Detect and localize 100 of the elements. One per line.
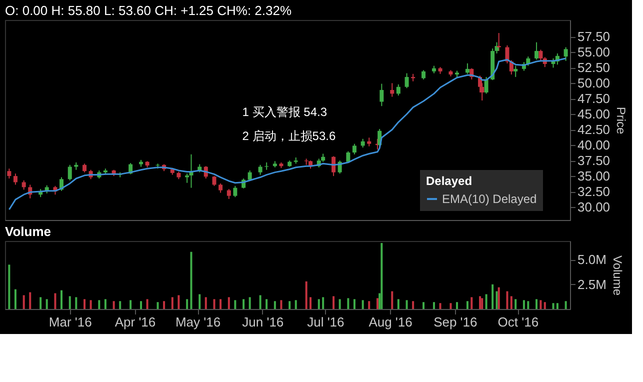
bar [368, 301, 370, 309]
bar [46, 299, 48, 309]
bar [234, 300, 236, 309]
y-tick-label: 45.00 [578, 106, 610, 122]
y-tick-label: 55.00 [578, 44, 610, 60]
bar [322, 297, 324, 309]
bar [353, 299, 356, 309]
annotation: 1 买入警报 54.3 [242, 105, 328, 119]
bar [248, 297, 251, 309]
bar [412, 301, 414, 309]
bar [266, 299, 268, 309]
bar [186, 299, 188, 309]
bar [54, 293, 56, 309]
y-tick-label: 32.50 [578, 184, 610, 200]
bar [14, 289, 16, 309]
x-tick-label: Oct '16 [498, 314, 539, 330]
bar [178, 295, 180, 309]
x-tick-label: Mar '16 [48, 314, 92, 330]
bar [280, 300, 282, 309]
bar [104, 299, 106, 309]
bar [456, 302, 458, 309]
x-tick-label: Apr '16 [114, 314, 156, 330]
candlestick [564, 46, 568, 62]
y-tick-label: 50.00 [578, 76, 610, 91]
candlestick [380, 83, 384, 107]
bar [190, 252, 192, 309]
bar [310, 297, 312, 309]
candlestick [465, 62, 470, 74]
bar [40, 297, 42, 309]
bar [294, 300, 297, 309]
candlestick [538, 49, 543, 62]
candlestick [551, 58, 556, 68]
bar [397, 299, 400, 309]
candlestick [226, 188, 231, 200]
bar [391, 291, 394, 309]
bar [544, 302, 546, 309]
bar [198, 294, 201, 309]
bar [84, 299, 86, 309]
y-tick-label: 52.50 [578, 60, 610, 76]
bar [90, 300, 92, 309]
bar [362, 300, 364, 309]
candlestick [534, 42, 539, 60]
legend-label: EMA(10) Delayed [442, 192, 537, 206]
bar [22, 295, 25, 309]
chart-title: O: 0.00 H: 55.80 L: 53.60 CH: +1.25 CH%: 2.32% [5, 3, 292, 18]
candlestick [484, 76, 488, 94]
bar [228, 297, 230, 309]
candlestick [7, 168, 12, 180]
bar [213, 299, 216, 309]
candlestick [212, 176, 216, 186]
y-axis-title: Price [614, 106, 628, 134]
y-axis-title: Volume [610, 255, 624, 296]
candlestick [258, 164, 262, 176]
candlestick [13, 173, 18, 186]
bar [338, 299, 341, 309]
bar [305, 281, 308, 309]
candlestick [396, 84, 400, 96]
candlestick [505, 44, 510, 64]
bar [522, 300, 525, 309]
bar [8, 264, 10, 309]
bar [60, 290, 62, 309]
bar [119, 301, 122, 309]
bar [496, 291, 498, 309]
y-tick-label: 30.00 [578, 199, 610, 214]
bar [332, 296, 335, 309]
x-tick-label: Aug '16 [368, 314, 412, 330]
x-tick-label: Jul '16 [307, 314, 344, 330]
y-tick-label: 47.50 [578, 91, 610, 106]
bar [432, 302, 435, 309]
bar [536, 299, 538, 309]
y-tick-label: 2.5M [578, 276, 606, 292]
candlestick [233, 185, 238, 198]
bar [75, 297, 78, 309]
bar [29, 292, 32, 309]
bar [406, 300, 408, 309]
candlestick [514, 65, 518, 78]
bar [171, 297, 174, 309]
x-tick-label: Jun '16 [242, 314, 284, 330]
bar [514, 299, 517, 309]
bar [259, 295, 262, 309]
bar [156, 302, 159, 309]
bar [274, 301, 276, 309]
y-tick-label: 42.50 [578, 122, 610, 138]
bar [140, 301, 142, 309]
bar [506, 291, 508, 309]
bar [556, 303, 558, 309]
candlestick [390, 82, 394, 98]
y-tick-label: 57.50 [578, 29, 610, 44]
bar [485, 294, 488, 309]
bar [204, 297, 207, 309]
bar [470, 297, 473, 309]
bar [163, 301, 166, 309]
bar [376, 298, 378, 309]
candlestick [218, 182, 223, 194]
bar [492, 284, 494, 309]
candlestick [22, 180, 26, 190]
y-tick-label: 37.50 [578, 153, 610, 168]
bar [552, 303, 554, 309]
bar [481, 298, 484, 309]
bar [288, 301, 291, 309]
